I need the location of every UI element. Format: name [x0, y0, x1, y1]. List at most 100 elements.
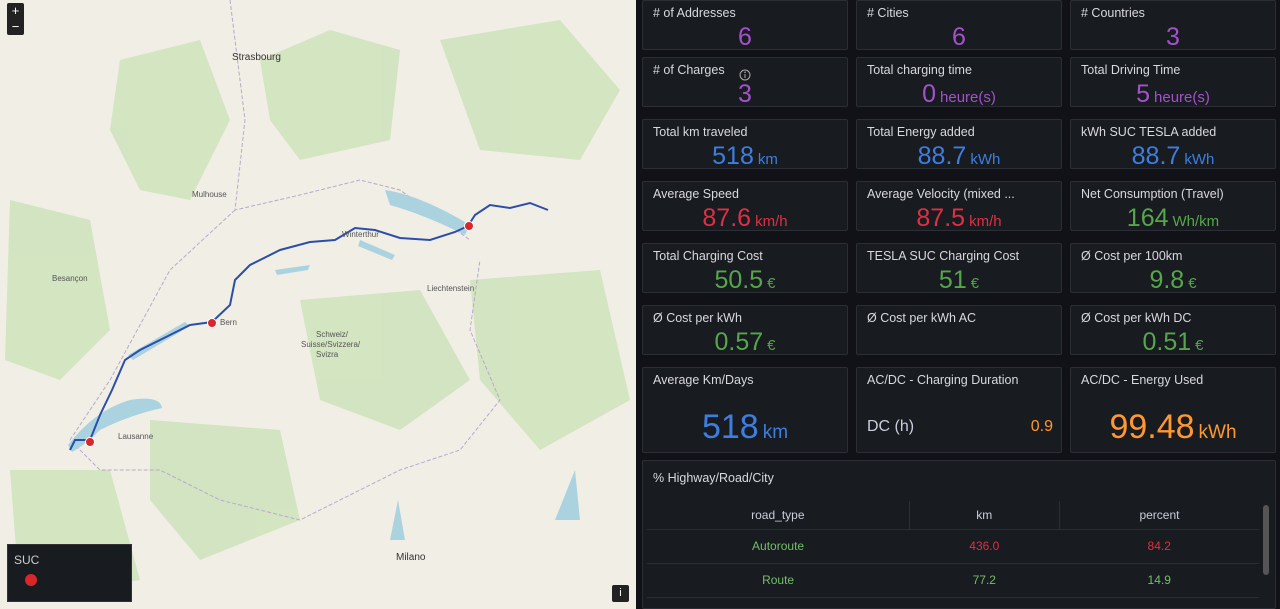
- value: 518: [701, 408, 759, 446]
- table-row: Autoroute 436.0 84.2: [647, 529, 1259, 563]
- stat-value: 3: [643, 80, 847, 109]
- panel-title: Ø Cost per kWh: [653, 311, 742, 325]
- map[interactable]: Strasbourg Mulhouse Besançon Liechtenste…: [0, 0, 636, 609]
- value: 3: [738, 80, 752, 108]
- unit: €: [1195, 337, 1204, 354]
- column-header: percent: [1139, 507, 1180, 522]
- panel-title: # of Addresses: [653, 6, 736, 20]
- stat-panel: # Countries 3: [1070, 0, 1276, 51]
- map-tiles: [5, 0, 630, 600]
- stat-value: 50.5 €: [643, 266, 847, 295]
- unit: kWh: [1184, 151, 1215, 168]
- stat-value: 5 heure(s): [1071, 80, 1275, 109]
- stat-panel: TESLA SUC Charging Cost 51 €: [856, 243, 1062, 295]
- map-label: Schweiz/: [316, 330, 349, 339]
- value: 87.5: [916, 204, 966, 232]
- stat-panel: Total Energy added 88.7 kWh: [856, 119, 1062, 171]
- table-header: road_type km percent: [647, 501, 1259, 529]
- panel-title: # of Charges: [653, 63, 725, 77]
- stat-value: 0.9: [1030, 418, 1053, 435]
- unit: €: [1188, 275, 1197, 292]
- zoom-in[interactable]: +: [11, 3, 20, 18]
- table-cell: 84.2: [1147, 539, 1171, 553]
- stat-value: 6: [857, 23, 1061, 52]
- table-cell: 77.2: [972, 573, 996, 587]
- value: 0.57: [714, 328, 764, 356]
- stat-panel: Ø Cost per 100km 9.8 €: [1070, 243, 1276, 295]
- stat-value: 6: [643, 23, 847, 52]
- legend-marker: [25, 574, 37, 586]
- map-label: Lausanne: [118, 432, 154, 441]
- stat-panel: Total Charging Cost 50.5 €: [642, 243, 848, 295]
- map-label: Milano: [396, 552, 426, 563]
- value: 5: [1136, 80, 1151, 108]
- map-label: Suisse/Svizzera/: [301, 340, 361, 349]
- value: 99.48: [1109, 408, 1195, 446]
- table-row: Route 77.2 14.9: [647, 563, 1259, 597]
- unit: Wh/km: [1172, 213, 1220, 230]
- value: 518: [712, 142, 754, 170]
- stat-panel: Ø Cost per kWh AC: [856, 305, 1062, 355]
- stat-panel: Ø Cost per kWh 0.57 €: [642, 305, 848, 356]
- legend-title: SUC: [14, 553, 40, 567]
- map-label: Winterthur: [342, 230, 379, 239]
- map-info[interactable]: i: [612, 585, 629, 602]
- panel-title: AC/DC - Charging Duration: [867, 373, 1019, 387]
- unit: heure(s): [1154, 89, 1210, 106]
- stat-panel: # of Addresses 6: [642, 0, 848, 52]
- value: 50.5: [714, 266, 764, 294]
- stat-value: 88.7 kWh: [857, 142, 1061, 171]
- stat-panel: Ø Cost per kWh DC 0.51 €: [1070, 305, 1276, 356]
- stat-panel: # of Charges 3: [642, 57, 848, 109]
- map-legend: SUC: [7, 544, 132, 602]
- table-title: % Highway/Road/City: [653, 471, 774, 485]
- value: 88.7: [917, 142, 967, 170]
- stat-value: 51 €: [857, 266, 1061, 295]
- stat-value: 518 km: [643, 142, 847, 171]
- column-header: km: [909, 501, 1060, 529]
- value: 87.6: [702, 204, 752, 232]
- value: 6: [952, 23, 966, 51]
- unit: €: [767, 275, 776, 292]
- stat-value: 88.7 kWh: [1071, 142, 1275, 171]
- panel-title: Total Energy added: [867, 125, 975, 139]
- panel-title: Average Velocity (mixed ...: [867, 187, 1015, 201]
- stat-panel: Total Driving Time 5 heure(s): [1070, 57, 1276, 109]
- info-icon[interactable]: [739, 69, 751, 81]
- panel-title: Average Km/Days: [653, 373, 754, 387]
- map-label: Liechtenstein: [427, 284, 475, 293]
- stat-panel: Total charging time 0 heure(s): [856, 57, 1062, 108]
- table-cell: 436.0: [969, 539, 1000, 553]
- unit: kWh: [1198, 422, 1237, 443]
- map-label: Mulhouse: [192, 190, 227, 199]
- scrollbar[interactable]: [1263, 505, 1269, 575]
- unit: km/h: [969, 213, 1002, 230]
- value: 51: [938, 266, 967, 294]
- value: 88.7: [1131, 142, 1181, 170]
- panel-title: # Countries: [1081, 6, 1145, 20]
- stat-value: 518 km: [643, 408, 847, 447]
- stat-panel: Average Km/Days 518 km: [642, 367, 848, 453]
- map-label: Strasbourg: [232, 52, 281, 63]
- table-cell: Autoroute: [752, 539, 805, 553]
- stat-value: 9.8 €: [1071, 266, 1275, 295]
- value: 6: [738, 23, 752, 51]
- panel-title: Total km traveled: [653, 125, 748, 139]
- map-label: Besançon: [52, 274, 88, 283]
- unit: €: [767, 337, 776, 354]
- value: 3: [1166, 23, 1180, 51]
- map-label: Bern: [220, 318, 237, 327]
- panel-title: kWh SUC TESLA added: [1081, 125, 1217, 139]
- panel-title: TESLA SUC Charging Cost: [867, 249, 1020, 263]
- table: road_type km percent Autoroute 436.0 84.2 Rout…: [647, 501, 1259, 598]
- table-cell: Route: [762, 573, 795, 587]
- stat-panel: AC/DC - Energy Used 99.48 kWh: [1070, 367, 1276, 453]
- panel-title: Ø Cost per kWh DC: [1081, 311, 1192, 325]
- value: 164: [1126, 204, 1169, 232]
- value: 9.8: [1149, 266, 1185, 294]
- stat-panel: AC/DC - Charging Duration DC (h) 0.9: [856, 367, 1062, 453]
- panel-title: Ø Cost per 100km: [1081, 249, 1183, 263]
- stat-value: 164 Wh/km: [1071, 204, 1275, 233]
- unit: heure(s): [940, 89, 996, 106]
- zoom-out[interactable]: −: [11, 19, 20, 34]
